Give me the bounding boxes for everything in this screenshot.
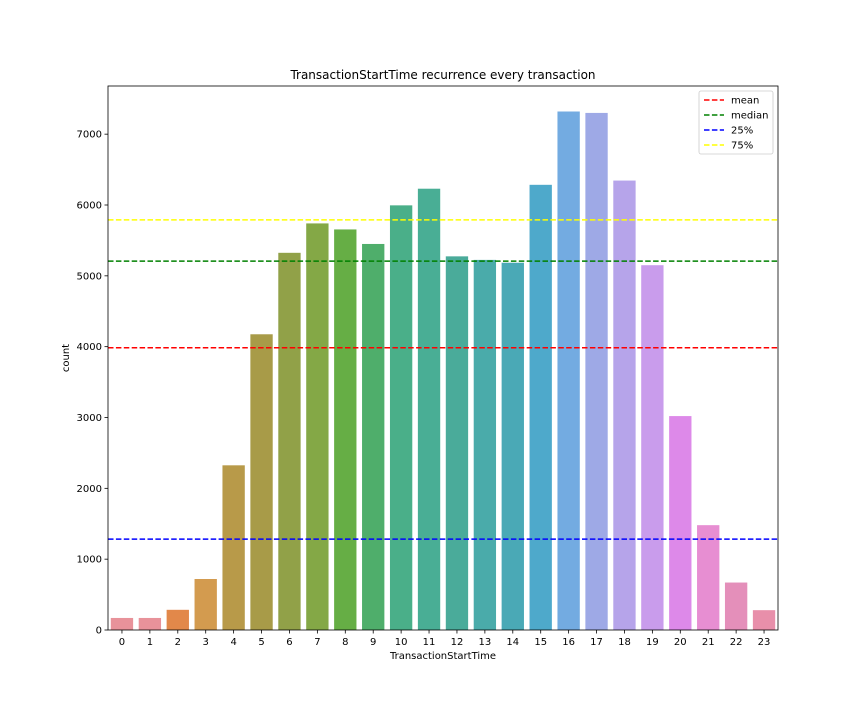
bar-13 xyxy=(473,259,497,630)
bar-2 xyxy=(166,609,189,630)
bar-1 xyxy=(138,617,162,630)
plot-frame xyxy=(107,85,779,631)
bar-12 xyxy=(445,256,469,630)
x-axis-label: TransactionStartTime xyxy=(389,651,496,662)
x-tick-label: 8 xyxy=(342,637,348,648)
y-tick-label: 0 xyxy=(96,626,102,637)
bar-21 xyxy=(697,525,720,630)
x-tick-label: 3 xyxy=(203,637,209,648)
x-tick-label: 2 xyxy=(175,637,181,648)
bar-8 xyxy=(334,229,357,630)
x-tick-label: 0 xyxy=(119,637,125,648)
x-tick-label: 6 xyxy=(286,637,292,648)
legend: mean median 25% 75% xyxy=(698,90,774,155)
x-tick-label: 7 xyxy=(314,637,320,648)
x-tick-label: 5 xyxy=(258,637,264,648)
x-tick-label: 13 xyxy=(479,637,492,648)
bar-17 xyxy=(585,112,608,630)
x-tick-label: 21 xyxy=(702,637,715,648)
bar-5 xyxy=(250,334,273,630)
bar-22 xyxy=(724,582,748,630)
bar-20 xyxy=(669,416,692,630)
legend-label: 25% xyxy=(731,126,753,137)
chart-title: TransactionStartTime recurrence every tr… xyxy=(289,68,595,82)
y-tick-label: 2000 xyxy=(77,484,102,495)
y-tick-label: 5000 xyxy=(77,271,102,282)
legend-label: median xyxy=(731,111,769,122)
x-tick-label: 19 xyxy=(646,637,659,648)
x-tick-label: 17 xyxy=(590,637,603,648)
x-tick-label: 15 xyxy=(534,637,547,648)
bar-9 xyxy=(362,243,385,631)
legend-label: 75% xyxy=(731,141,753,152)
x-tick-label: 20 xyxy=(674,637,687,648)
x-tick-label: 10 xyxy=(395,637,408,648)
bar-18 xyxy=(613,180,636,630)
legend-box xyxy=(698,90,774,155)
bar-4 xyxy=(222,465,245,630)
bar-3 xyxy=(194,579,217,630)
bar-14 xyxy=(501,262,524,630)
x-tick-label: 4 xyxy=(230,637,236,648)
x-tick-label: 14 xyxy=(506,637,519,648)
bar-11 xyxy=(417,188,441,631)
y-tick-label: 1000 xyxy=(77,555,102,566)
x-tick-label: 9 xyxy=(370,637,376,648)
x-tick-label: 22 xyxy=(730,637,743,648)
bar-0 xyxy=(110,617,134,630)
reference-lines-group xyxy=(108,219,778,540)
x-tick-label: 1 xyxy=(147,637,153,648)
y-tick-label: 4000 xyxy=(77,342,102,353)
bar-6 xyxy=(278,252,301,630)
x-tick-label: 12 xyxy=(451,637,464,648)
bar-16 xyxy=(557,111,580,630)
x-tick-label: 11 xyxy=(423,637,436,648)
y-tick-label: 3000 xyxy=(77,413,102,424)
legend-label: mean xyxy=(731,96,759,107)
bar-23 xyxy=(752,610,776,630)
bar-7 xyxy=(306,223,329,630)
y-tick-label: 7000 xyxy=(77,130,102,141)
x-tick-label: 16 xyxy=(562,637,575,648)
bars-group xyxy=(110,111,776,631)
y-tick-label: 6000 xyxy=(77,201,102,212)
x-tick-label: 18 xyxy=(618,637,631,648)
bar-19 xyxy=(641,265,664,630)
bar-10 xyxy=(389,205,413,630)
bar-15 xyxy=(529,184,552,630)
x-tick-label: 23 xyxy=(758,637,771,648)
y-axis-label: count xyxy=(61,344,72,372)
